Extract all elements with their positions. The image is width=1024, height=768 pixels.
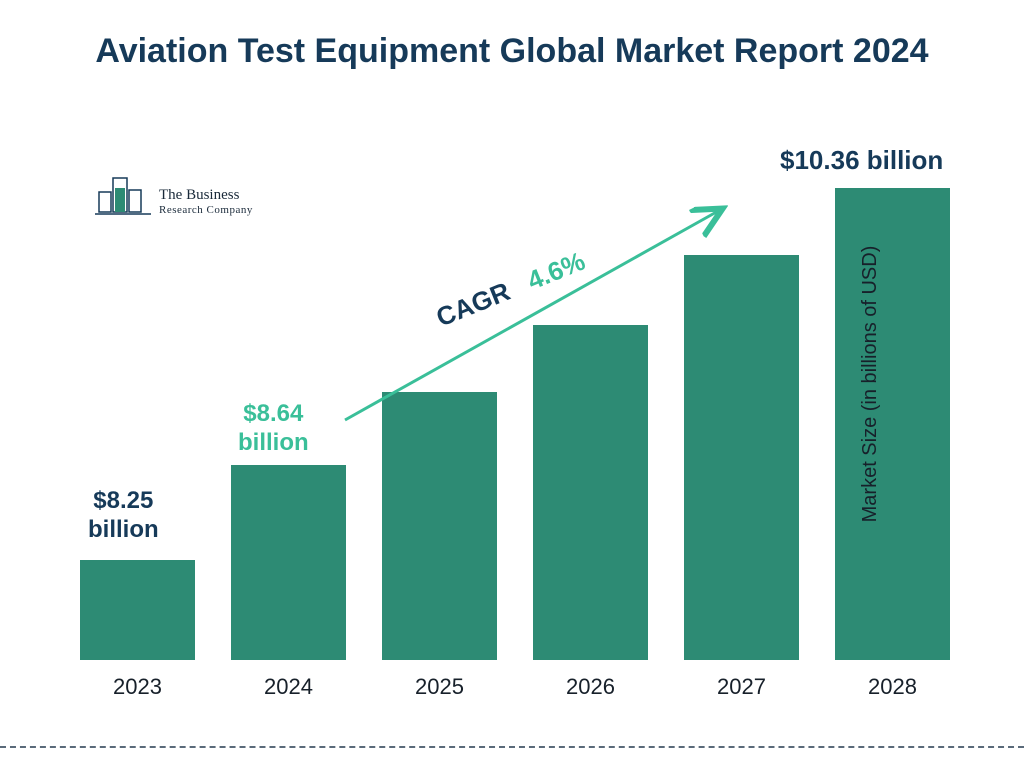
divider — [0, 746, 1024, 748]
chart-container: Aviation Test Equipment Global Market Re… — [0, 0, 1024, 768]
trend-arrow — [0, 0, 1024, 768]
